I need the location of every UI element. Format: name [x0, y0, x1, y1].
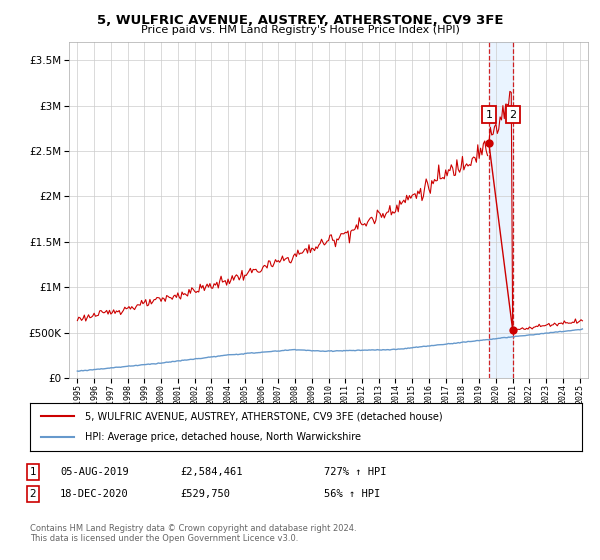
Text: 56% ↑ HPI: 56% ↑ HPI: [324, 489, 380, 499]
Text: 1: 1: [29, 467, 37, 477]
Text: 18-DEC-2020: 18-DEC-2020: [60, 489, 129, 499]
Text: HPI: Average price, detached house, North Warwickshire: HPI: Average price, detached house, Nort…: [85, 432, 361, 442]
Text: 5, WULFRIC AVENUE, AUSTREY, ATHERSTONE, CV9 3FE: 5, WULFRIC AVENUE, AUSTREY, ATHERSTONE, …: [97, 14, 503, 27]
Text: 727% ↑ HPI: 727% ↑ HPI: [324, 467, 386, 477]
Text: 5, WULFRIC AVENUE, AUSTREY, ATHERSTONE, CV9 3FE (detached house): 5, WULFRIC AVENUE, AUSTREY, ATHERSTONE, …: [85, 411, 443, 421]
Text: Price paid vs. HM Land Registry's House Price Index (HPI): Price paid vs. HM Land Registry's House …: [140, 25, 460, 35]
Text: 2: 2: [29, 489, 37, 499]
Text: Contains HM Land Registry data © Crown copyright and database right 2024.
This d: Contains HM Land Registry data © Crown c…: [30, 524, 356, 543]
Text: £529,750: £529,750: [180, 489, 230, 499]
Text: 2: 2: [509, 110, 516, 120]
Text: 1: 1: [485, 110, 493, 120]
Bar: [489, 42, 512, 378]
Text: £2,584,461: £2,584,461: [180, 467, 242, 477]
Text: 05-AUG-2019: 05-AUG-2019: [60, 467, 129, 477]
